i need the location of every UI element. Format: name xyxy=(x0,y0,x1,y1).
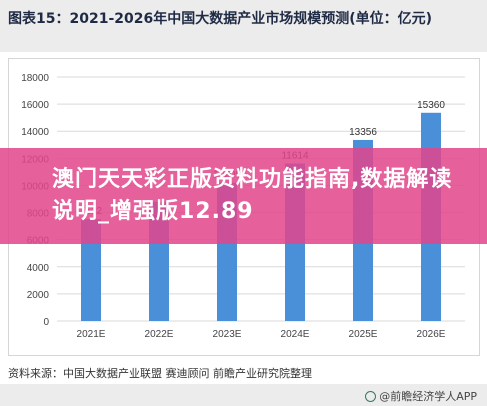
x-tick-label: 2021E xyxy=(77,329,106,340)
x-tick-label: 2023E xyxy=(213,329,242,340)
x-tick-label: 2026E xyxy=(417,329,446,340)
brand-logo-icon xyxy=(365,391,377,402)
brand-text: @前瞻经济学人APP xyxy=(379,390,477,403)
title-bar: 图表15：2021-2026年中国大数据产业市场规模预测(单位：亿元) xyxy=(0,0,487,52)
y-tick-label: 0 xyxy=(43,317,49,328)
footer-brand: @前瞻经济学人APP xyxy=(365,388,477,404)
y-tick-label: 2000 xyxy=(27,290,50,301)
x-tick-label: 2024E xyxy=(281,329,310,340)
data-label: 15360 xyxy=(417,100,445,111)
overlay-text: 澳门天天彩正版资料功能指南,数据解读说明_增强版12.89 xyxy=(52,167,453,224)
x-tick-label: 2022E xyxy=(145,329,174,340)
promo-overlay-banner: 澳门天天彩正版资料功能指南,数据解读说明_增强版12.89 xyxy=(0,148,487,244)
chart-title: 图表15：2021-2026年中国大数据产业市场规模预测(单位：亿元) xyxy=(8,11,433,27)
x-tick-label: 2025E xyxy=(349,329,378,340)
y-tick-label: 14000 xyxy=(21,127,49,138)
bar xyxy=(81,219,101,321)
y-tick-label: 4000 xyxy=(27,263,50,274)
data-label: 13356 xyxy=(349,127,377,138)
y-tick-label: 18000 xyxy=(21,73,49,84)
footer-bar: @前瞻经济学人APP xyxy=(0,384,487,406)
y-tick-label: 16000 xyxy=(21,100,49,111)
source-note: 资料来源：中国大数据产业联盟 赛迪顾问 前瞻产业研究院整理 xyxy=(8,367,312,380)
